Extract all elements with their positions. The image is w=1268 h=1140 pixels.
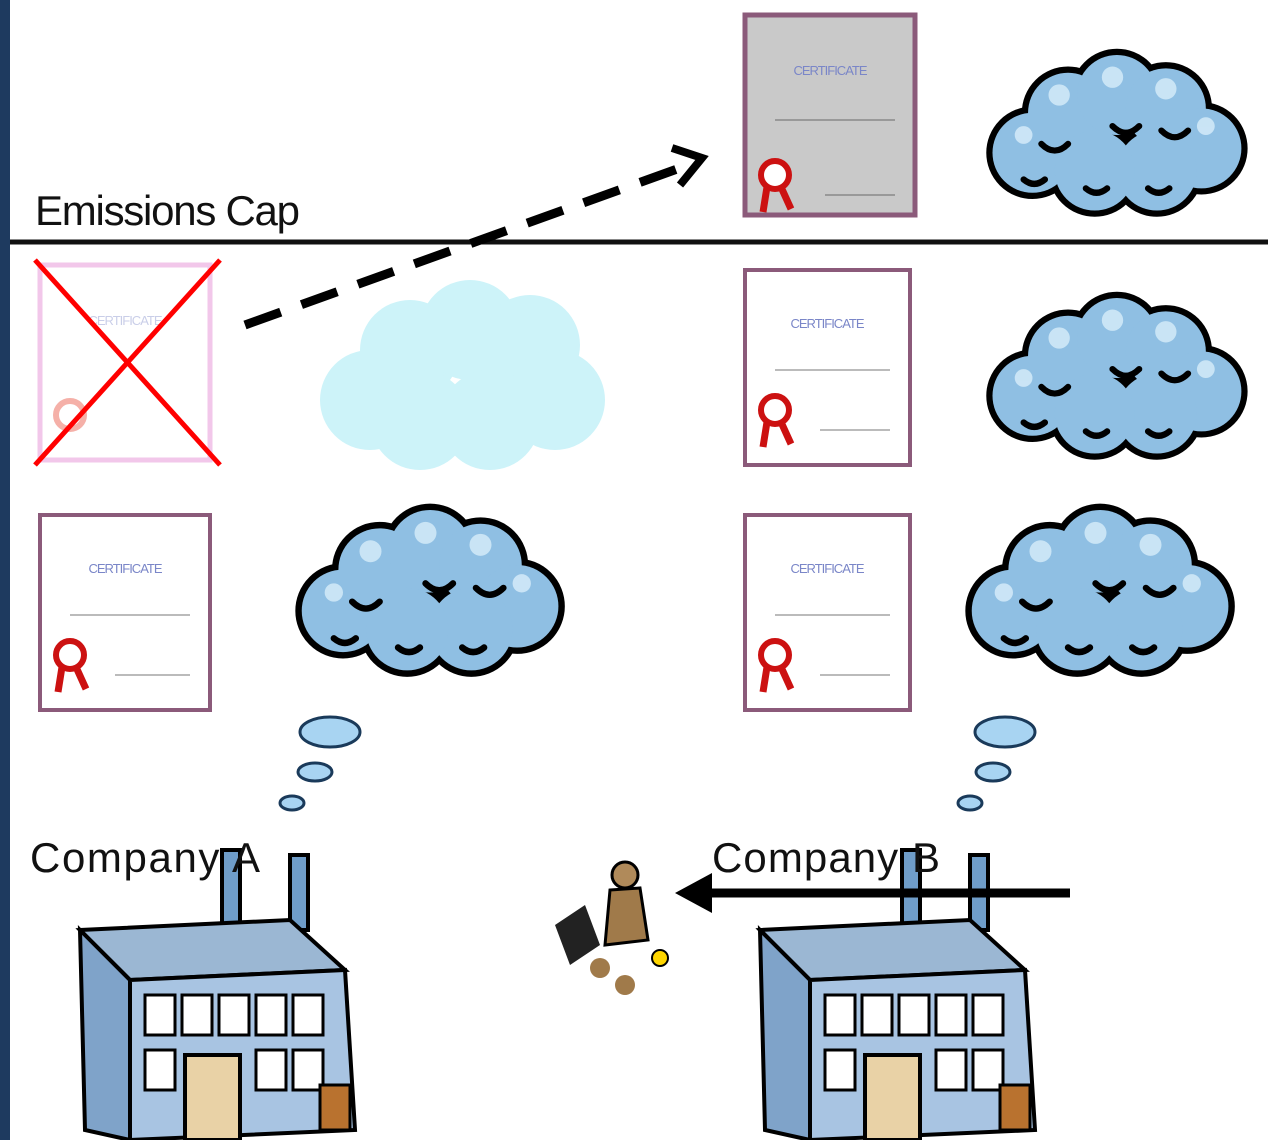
certificate-text: CERTIFICATE xyxy=(88,313,162,328)
certificate: CERTIFICATE xyxy=(745,15,915,215)
certificate: CERTIFICATE xyxy=(40,515,210,710)
certificate-text: CERTIFICATE xyxy=(790,561,864,576)
factory xyxy=(80,850,355,1140)
certificate-text: CERTIFICATE xyxy=(793,63,867,78)
certificate-text: CERTIFICATE xyxy=(88,561,162,576)
money-figure xyxy=(555,862,668,995)
cloud xyxy=(972,510,1229,670)
certificate-void: CERTIFICATE xyxy=(35,260,220,465)
company-label: Company A xyxy=(30,834,260,881)
certificate: CERTIFICATE xyxy=(745,515,910,710)
page: Emissions Cap CERTIFICATE CERTIFICATE CE… xyxy=(0,0,1268,1140)
diagram: Emissions Cap CERTIFICATE CERTIFICATE CE… xyxy=(0,0,1268,1140)
company-label: Company B xyxy=(712,834,940,881)
cloud xyxy=(993,298,1242,454)
faded-cloud xyxy=(320,280,605,470)
thought-bubbles xyxy=(280,717,1035,810)
side-strip xyxy=(0,0,10,1140)
cloud xyxy=(302,510,559,670)
cloud xyxy=(993,55,1242,211)
cap-label: Emissions Cap xyxy=(35,187,300,234)
certificate-text: CERTIFICATE xyxy=(790,316,864,331)
certificate: CERTIFICATE xyxy=(745,270,910,465)
